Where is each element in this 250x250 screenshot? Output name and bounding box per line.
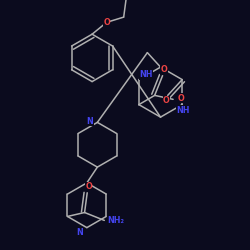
Text: NH: NH (177, 106, 190, 115)
Text: O: O (85, 182, 92, 192)
Text: O: O (163, 96, 170, 105)
Text: O: O (178, 94, 184, 102)
Text: NH₂: NH₂ (108, 216, 125, 225)
Text: NH: NH (140, 70, 153, 79)
Text: O: O (103, 18, 110, 27)
Text: N: N (76, 228, 83, 237)
Text: N: N (87, 116, 94, 126)
Text: O: O (160, 65, 167, 74)
